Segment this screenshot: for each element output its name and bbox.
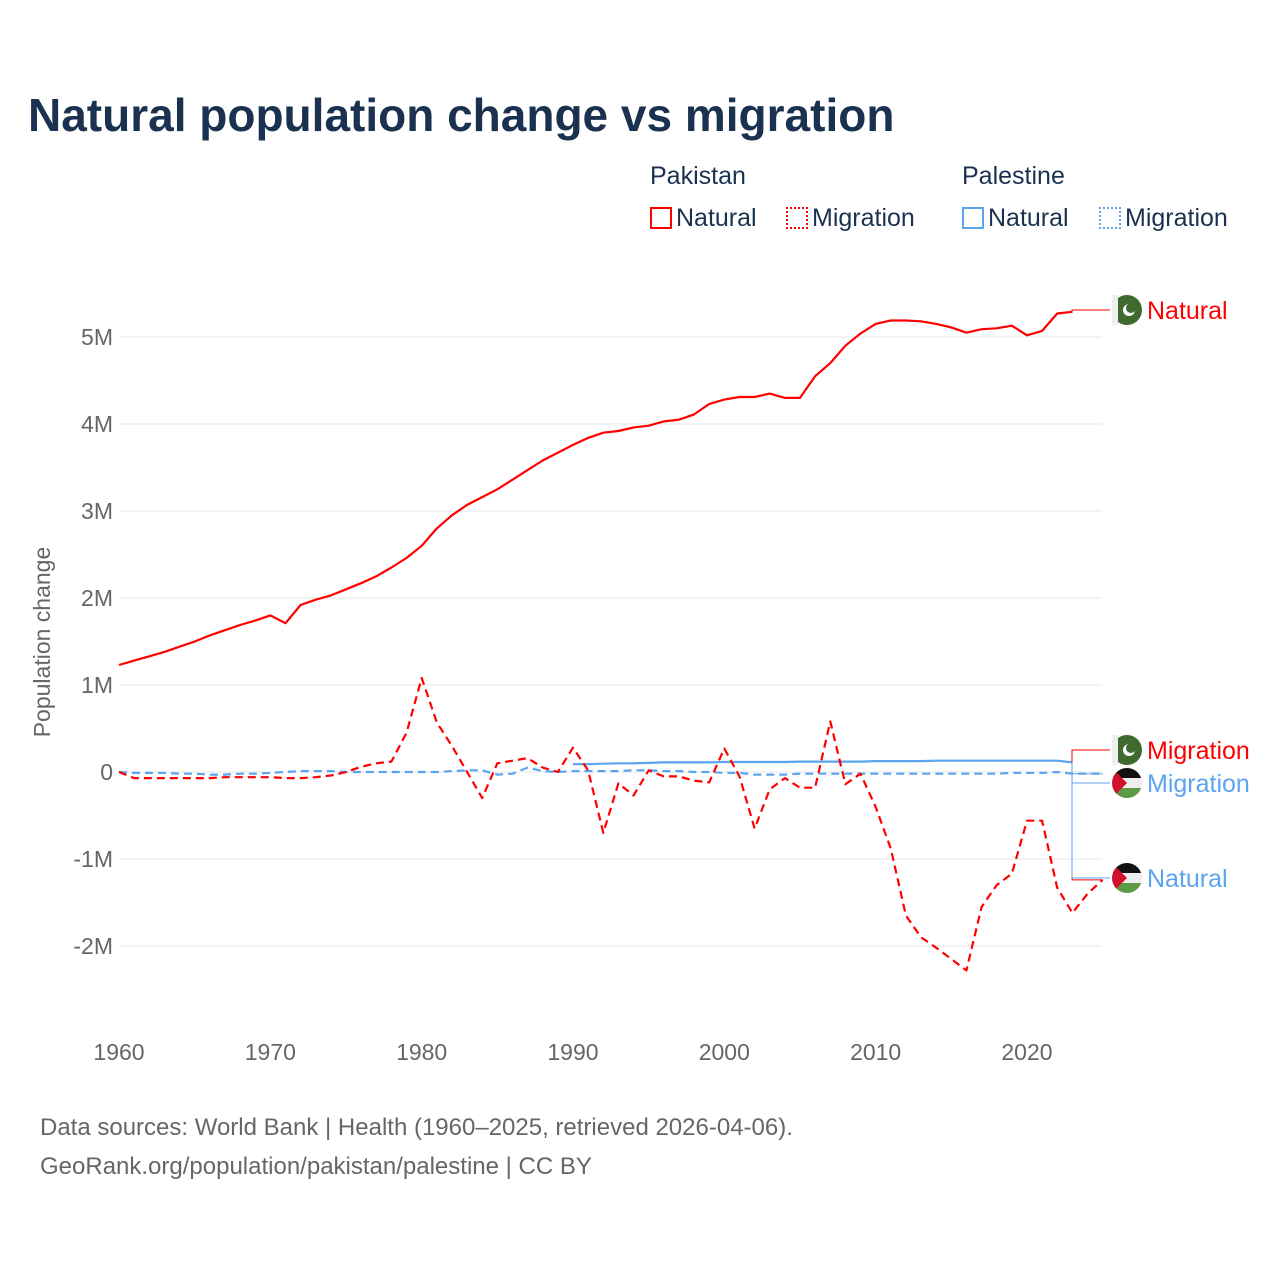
legend-swatch-dotted — [786, 207, 808, 229]
y-axis-label: Population change — [29, 547, 55, 738]
footer-sources: Data sources: World Bank | Health (1960–… — [40, 1114, 793, 1141]
series-line-pakistan-natural — [118, 310, 1073, 667]
footer: Data sources: World Bank | Health (1960–… — [40, 1108, 793, 1186]
label-connector — [1071, 749, 1110, 881]
label-connector — [1071, 761, 1110, 879]
x-tick-label: 1970 — [245, 1039, 296, 1065]
legend-label: Natural — [676, 204, 757, 232]
y-tick-label: 1M — [81, 672, 113, 698]
legend-item-palestine-migration[interactable]: Migration — [1099, 204, 1228, 233]
pakistan-flag-icon — [1112, 295, 1142, 325]
series-end-label: Natural — [1147, 865, 1228, 893]
palestine-flag-icon — [1112, 863, 1142, 893]
series-end-label: Migration — [1147, 770, 1250, 798]
legend-swatch-solid — [962, 207, 984, 229]
legend-swatch-solid — [650, 207, 672, 229]
legend-group-title-palestine: Palestine — [962, 162, 1065, 190]
y-tick-label: -2M — [73, 933, 113, 959]
legend-label: Migration — [812, 204, 915, 232]
palestine-flag-icon — [1112, 768, 1142, 798]
label-connector — [1071, 773, 1110, 784]
legend-item-pakistan-migration[interactable]: Migration — [786, 204, 915, 233]
x-tick-label: 2000 — [699, 1039, 750, 1065]
series-line-pakistan-migration — [118, 676, 1104, 972]
x-tick-label: 1960 — [93, 1039, 144, 1065]
legend-swatch-dotted — [1099, 207, 1121, 229]
y-tick-label: 2M — [81, 585, 113, 611]
x-tick-label: 1990 — [547, 1039, 598, 1065]
label-connector — [1071, 309, 1110, 313]
series-line-palestine-migration — [118, 766, 1103, 776]
legend-group-title-pakistan: Pakistan — [650, 162, 746, 190]
footer-link[interactable]: GeoRank.org/population/pakistan/palestin… — [40, 1153, 592, 1180]
y-tick-label: 0 — [100, 759, 113, 785]
line-chart: 5M 4M 3M 2M 1M 0 -1M -2M 1960 1970 1980 1990 2000 201… — [29, 295, 1250, 1065]
legend-item-palestine-natural[interactable]: Natural — [962, 204, 1069, 233]
pakistan-flag-icon — [1112, 735, 1142, 765]
y-tick-label: 3M — [81, 498, 113, 524]
chart-title: Natural population change vs migration — [28, 89, 895, 141]
legend-label: Natural — [988, 204, 1069, 232]
x-tick-label: 1980 — [396, 1039, 447, 1065]
y-tick-label: 4M — [81, 411, 113, 437]
legend-item-pakistan-natural[interactable]: Natural — [650, 204, 757, 233]
series-end-label: Natural — [1147, 297, 1228, 325]
series-line-palestine-natural — [573, 759, 1073, 766]
legend-label: Migration — [1125, 204, 1228, 232]
y-tick-label: 5M — [81, 324, 113, 350]
x-tick-label: 2020 — [1001, 1039, 1052, 1065]
y-tick-label: -1M — [73, 846, 113, 872]
series-end-label: Migration — [1147, 737, 1250, 765]
x-tick-label: 2010 — [850, 1039, 901, 1065]
